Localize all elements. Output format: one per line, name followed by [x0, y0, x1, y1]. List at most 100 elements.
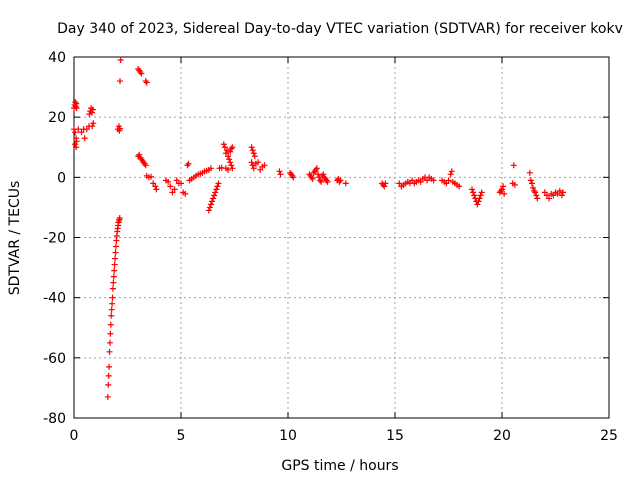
data-point-marker [396, 180, 403, 187]
data-point-marker [476, 195, 483, 202]
x-tick-label: 0 [70, 428, 79, 444]
data-point-marker [107, 330, 114, 337]
data-point-marker [106, 348, 113, 355]
x-tick-label: 5 [177, 428, 186, 444]
data-point-marker [318, 178, 325, 185]
data-point-marker [249, 147, 256, 154]
data-point-marker [73, 138, 80, 145]
data-point-marker [110, 279, 117, 286]
y-tick-label: 0 [57, 170, 66, 186]
data-point-marker [224, 147, 231, 154]
data-point-marker [148, 173, 155, 180]
data-point-marker [501, 190, 508, 197]
axis-ticks: 0 5 10 15 20 25 -80 -60 -40 -20 0 20 40 [43, 50, 618, 444]
data-point-marker [250, 165, 257, 172]
data-point-marker [138, 70, 145, 77]
data-point-marker [251, 153, 258, 160]
data-point-marker [554, 190, 561, 197]
data-point-marker [210, 195, 217, 202]
data-point-marker [107, 321, 114, 328]
data-point-marker [316, 174, 323, 181]
y-tick-label: 40 [48, 50, 66, 66]
data-point-marker [478, 189, 485, 196]
data-point-marker [533, 192, 540, 199]
data-point-marker [81, 135, 88, 142]
data-point-marker [248, 144, 255, 151]
data-point-marker [110, 273, 117, 280]
data-point-marker [207, 201, 214, 208]
data-point-marker [249, 162, 256, 169]
data-point-marker [456, 183, 463, 190]
data-point-marker [255, 159, 262, 166]
x-tick-label: 15 [386, 428, 404, 444]
data-point-marker [342, 180, 349, 187]
x-axis-label: GPS time / hours [281, 458, 398, 474]
data-point-marker [550, 192, 557, 199]
data-point-marker [169, 189, 176, 196]
data-point-marker [106, 363, 113, 370]
y-axis-label: SDTVAR / TECUs [7, 181, 23, 296]
data-point-marker [171, 186, 178, 193]
data-point-marker [543, 192, 550, 199]
data-point-marker [290, 174, 297, 181]
data-point-marker [173, 177, 180, 184]
data-point-marker [471, 192, 478, 199]
data-point-marker [448, 168, 455, 175]
data-point-marker [337, 177, 344, 184]
data-point-marker [205, 207, 212, 214]
x-tick-label: 25 [600, 428, 618, 444]
data-point-marker [510, 162, 517, 169]
data-point-marker [220, 141, 227, 148]
data-point-marker [167, 183, 174, 190]
data-point-marker [108, 312, 115, 319]
data-point-marker [211, 192, 218, 199]
data-point-marker [445, 177, 452, 184]
data-point-marker [556, 187, 563, 194]
data-point-marker [257, 166, 264, 173]
data-point-marker [559, 189, 566, 196]
data-point-marker [150, 180, 157, 187]
data-point-marker [207, 165, 214, 172]
y-tick-label: -40 [43, 291, 66, 307]
data-point-marker [320, 171, 327, 178]
data-point-marker [209, 198, 216, 205]
data-point-marker [117, 57, 124, 64]
data-point-marker [225, 166, 232, 173]
y-tick-label: -60 [43, 351, 66, 367]
data-point-marker [222, 150, 229, 157]
data-point-marker [430, 177, 437, 184]
data-point-marker [276, 168, 283, 175]
data-point-marker [72, 129, 79, 136]
data-point-marker [227, 159, 234, 166]
data-point-marker [528, 180, 535, 187]
chart-title: Day 340 of 2023, Sidereal Day-to-day VTE… [57, 21, 623, 37]
data-point-marker [469, 186, 476, 193]
data-point-marker [218, 164, 225, 171]
data-point-marker [314, 171, 321, 178]
data-point-marker [73, 105, 80, 112]
data-point-marker [111, 267, 118, 274]
data-point-marker [221, 144, 228, 151]
data-point-marker [109, 285, 116, 292]
data-point-marker [72, 141, 79, 148]
data-point-marker [136, 151, 143, 158]
data-point-marker [206, 204, 213, 211]
data-point-marker [78, 129, 85, 136]
data-point-marker [215, 180, 222, 187]
data-point-marker [111, 261, 118, 268]
data-point-marker [313, 165, 320, 172]
data-point-marker [152, 183, 159, 190]
x-tick-label: 20 [493, 428, 511, 444]
data-point-marker [475, 198, 482, 205]
data-point-marker [90, 120, 97, 127]
data-point-marker [116, 214, 123, 221]
data-point-marker [105, 372, 112, 379]
data-point-marker [142, 162, 149, 169]
data-point-marker [112, 243, 119, 250]
data-point-marker [105, 381, 112, 388]
data-point-marker [447, 171, 454, 178]
x-tick-label: 10 [279, 428, 297, 444]
data-point-marker [185, 160, 192, 167]
grid-lines [74, 57, 609, 418]
